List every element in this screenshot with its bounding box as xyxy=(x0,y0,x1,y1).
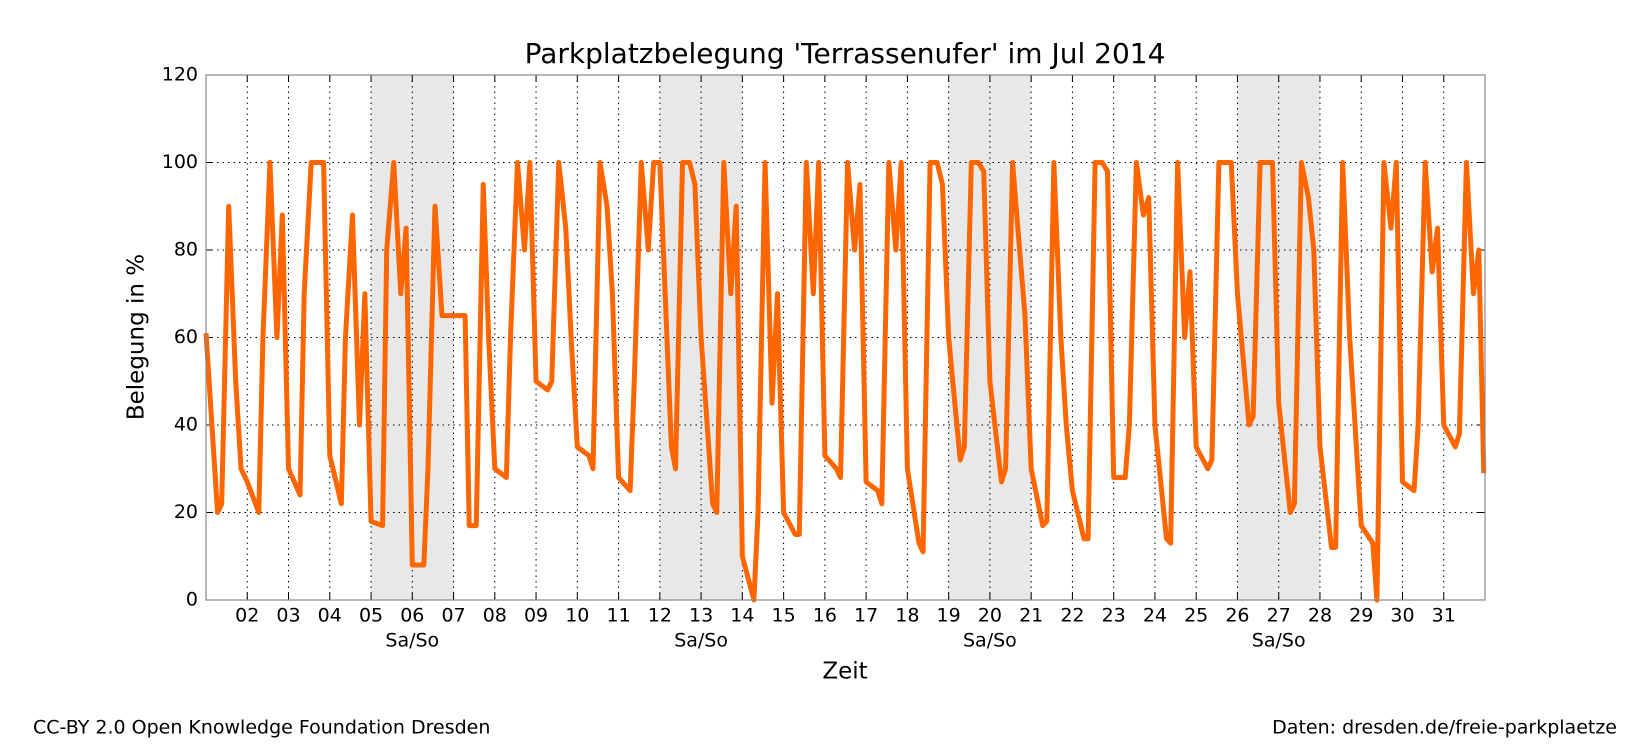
x-tick-label: 08 xyxy=(483,605,507,627)
x-tick-label: 10 xyxy=(565,605,589,627)
data-line xyxy=(203,160,1487,603)
y-tick-label: 40 xyxy=(174,414,198,436)
x-tick-label: 20 xyxy=(978,605,1002,627)
x-tick-label: 03 xyxy=(276,605,300,627)
x-tick-label: 25 xyxy=(1184,605,1208,627)
x-tick-label: 13 xyxy=(689,605,713,627)
weekend-label: Sa/So xyxy=(1252,630,1306,652)
x-tick-label: 30 xyxy=(1390,605,1414,627)
x-axis-label: Zeit xyxy=(822,659,867,685)
x-tick-label: 21 xyxy=(1019,605,1043,627)
footer-left: CC-BY 2.0 Open Knowledge Foundation Dres… xyxy=(33,717,490,739)
x-tick-label: 07 xyxy=(441,605,465,627)
x-tick-label: 22 xyxy=(1060,605,1084,627)
weekend-label: Sa/So xyxy=(674,630,728,652)
y-axis-label: Belegung in % xyxy=(124,254,150,420)
weekend-label: Sa/So xyxy=(963,630,1017,652)
x-tick-label: 06 xyxy=(400,605,424,627)
y-tick-label: 20 xyxy=(174,501,198,523)
x-tick-label: 04 xyxy=(318,605,342,627)
x-tick-label: 02 xyxy=(235,605,259,627)
x-tick-label: 31 xyxy=(1432,605,1456,627)
x-tick-label: 23 xyxy=(1102,605,1126,627)
x-tick-label: 11 xyxy=(606,605,630,627)
y-tick-label: 100 xyxy=(162,151,198,173)
y-tick-label: 60 xyxy=(174,326,198,348)
x-tick-label: 16 xyxy=(813,605,837,627)
x-tick-label: 15 xyxy=(772,605,796,627)
x-tick-label: 26 xyxy=(1225,605,1249,627)
weekend-label: Sa/So xyxy=(385,630,439,652)
x-tick-label: 29 xyxy=(1349,605,1373,627)
x-tick-label: 05 xyxy=(359,605,383,627)
plot-frame xyxy=(205,74,1486,601)
x-tick-label: 28 xyxy=(1308,605,1332,627)
x-tick-label: 09 xyxy=(524,605,548,627)
chart-title: Parkplatzbelegung 'Terrassenufer' im Jul… xyxy=(525,37,1166,70)
y-tick-label: 80 xyxy=(174,239,198,261)
y-tick-label: 120 xyxy=(162,64,198,86)
footer-right: Daten: dresden.de/freie-parkplaetze xyxy=(1272,717,1617,739)
x-tick-label: 17 xyxy=(854,605,878,627)
x-tick-label: 14 xyxy=(730,605,754,627)
x-tick-label: 12 xyxy=(648,605,672,627)
x-tick-label: 27 xyxy=(1267,605,1291,627)
x-tick-label: 18 xyxy=(895,605,919,627)
y-tick-label: 0 xyxy=(186,589,198,611)
x-tick-label: 19 xyxy=(937,605,961,627)
x-tick-label: 24 xyxy=(1143,605,1167,627)
